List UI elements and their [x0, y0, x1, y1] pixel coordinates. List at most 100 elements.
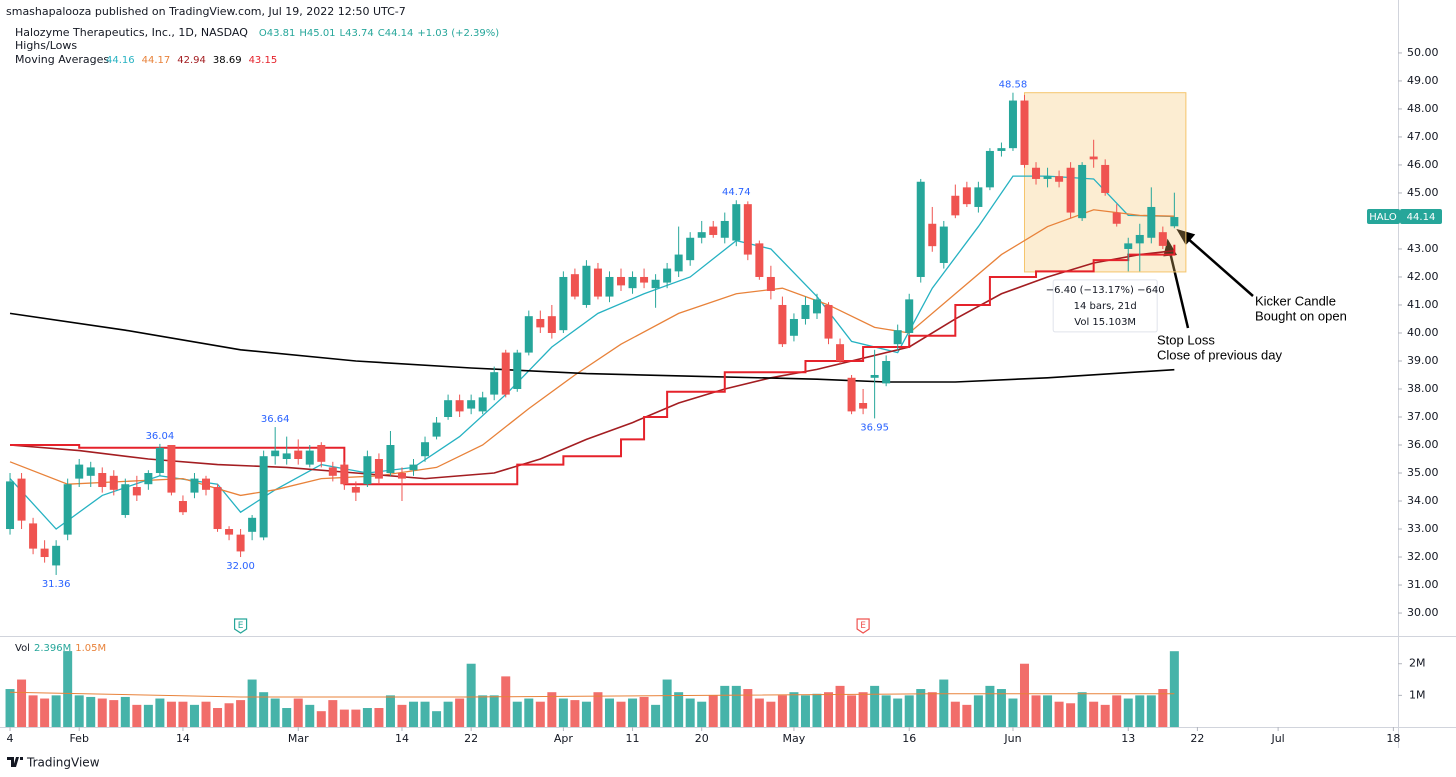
volume-bar — [51, 695, 61, 727]
volume-bar — [743, 689, 753, 727]
candle-body — [109, 475, 118, 490]
y-tick-label: 34.00 — [1407, 494, 1439, 507]
volume-bar — [86, 696, 96, 727]
candle-body — [1043, 176, 1052, 179]
measure-label-box — [1052, 279, 1158, 333]
earnings-label: E — [238, 621, 244, 631]
candle-body — [870, 374, 879, 378]
y-tick-label: 38.00 — [1407, 382, 1439, 395]
highs-lows-label: Highs/Lows — [15, 39, 77, 52]
volume-bar — [1158, 689, 1168, 727]
candle-body — [697, 232, 706, 238]
ohlc-legend-value: L43.74 — [340, 28, 374, 39]
volume-bar — [339, 709, 349, 727]
candle-body — [305, 450, 314, 465]
volume-bar — [766, 701, 776, 727]
candle-body — [928, 223, 937, 247]
volume-tick-label: 2M — [1409, 657, 1426, 670]
candle-body — [686, 237, 695, 261]
candle-body — [236, 534, 245, 552]
volume-bar — [259, 692, 269, 727]
volume-bar — [881, 695, 891, 727]
x-tick-label: Apr — [554, 732, 574, 745]
volume-bar — [201, 701, 211, 727]
volume-bar — [570, 700, 580, 727]
volume-bar — [443, 701, 453, 727]
y-tick-label: 42.00 — [1407, 270, 1439, 283]
volume-bar — [385, 695, 395, 727]
candle-body — [455, 400, 464, 412]
candle-body — [1078, 164, 1087, 219]
candle-body — [75, 464, 84, 479]
volume-bar — [478, 695, 488, 727]
high-low-label: 36.95 — [860, 422, 889, 433]
volume-bar — [512, 701, 522, 727]
candle-body — [1055, 176, 1064, 182]
candle-body — [1135, 234, 1144, 244]
candle-body — [63, 484, 72, 535]
candle-body — [294, 450, 303, 460]
high-low-label: 44.74 — [722, 187, 751, 198]
candle-body — [778, 304, 787, 345]
volume-bar — [962, 704, 972, 727]
ohlc-legend-value: C44.14 — [378, 28, 414, 39]
candle-body — [628, 276, 637, 289]
candle-body — [985, 150, 994, 188]
volume-bar — [316, 711, 326, 727]
volume-bar — [282, 708, 292, 727]
candle-body — [501, 352, 510, 395]
y-tick-label: 35.00 — [1407, 466, 1439, 479]
volume-bar — [109, 700, 119, 727]
volume-bar — [1008, 698, 1018, 727]
candle-body — [132, 487, 141, 496]
candle-body — [743, 204, 752, 255]
volume-bar — [985, 685, 995, 727]
candle-body — [271, 450, 280, 457]
candle-body — [962, 187, 971, 205]
tv-logo — [7, 757, 23, 767]
volume-bar — [824, 692, 834, 727]
candle-body — [1066, 167, 1075, 213]
volume-bar — [1100, 704, 1110, 727]
price-tag-value-bg — [1400, 209, 1442, 225]
annotation: Close of previous day — [1157, 347, 1283, 362]
candle-body — [6, 481, 15, 530]
y-tick-label: 32.00 — [1407, 550, 1439, 563]
volume-bar — [1019, 663, 1029, 727]
volume-bar — [927, 692, 937, 727]
ma-legend-value: 44.17 — [142, 55, 171, 66]
volume-bar — [720, 685, 730, 727]
y-tick-label: 45.00 — [1407, 186, 1439, 199]
candle-body — [52, 545, 61, 566]
volume-bar — [835, 685, 845, 727]
volume-bar — [432, 711, 442, 727]
candle-body — [951, 195, 960, 216]
volume-bar — [973, 695, 983, 727]
volume-bar — [1112, 695, 1122, 727]
volume-bar — [1077, 692, 1087, 727]
measure-label: −6.40 (−13.17%) −640 — [1046, 285, 1165, 296]
volume-bar — [996, 689, 1006, 727]
volume-bar — [17, 679, 27, 727]
ma-legend-value: 44.16 — [106, 55, 135, 66]
x-tick-label: 20 — [695, 732, 709, 745]
volume-bar — [74, 695, 84, 727]
volume-bar — [893, 698, 903, 727]
candle-body — [663, 268, 672, 283]
candle-body — [351, 487, 360, 493]
volume-bar — [708, 695, 718, 727]
candle-body — [939, 226, 948, 263]
candle-body — [1112, 212, 1121, 224]
volume-bar — [178, 701, 188, 727]
ma-legend-value: 42.94 — [177, 55, 206, 66]
moving-average — [9, 209, 1175, 497]
ohlc-legend-value: O43.81 — [259, 28, 296, 39]
candle-body — [1032, 167, 1041, 179]
candle-body — [893, 330, 902, 345]
volume-bar — [224, 703, 234, 727]
volume-bar — [939, 679, 949, 727]
moving-average — [9, 312, 1175, 383]
annotation: Kicker Candle — [1255, 293, 1336, 308]
volume-bar — [581, 701, 591, 727]
